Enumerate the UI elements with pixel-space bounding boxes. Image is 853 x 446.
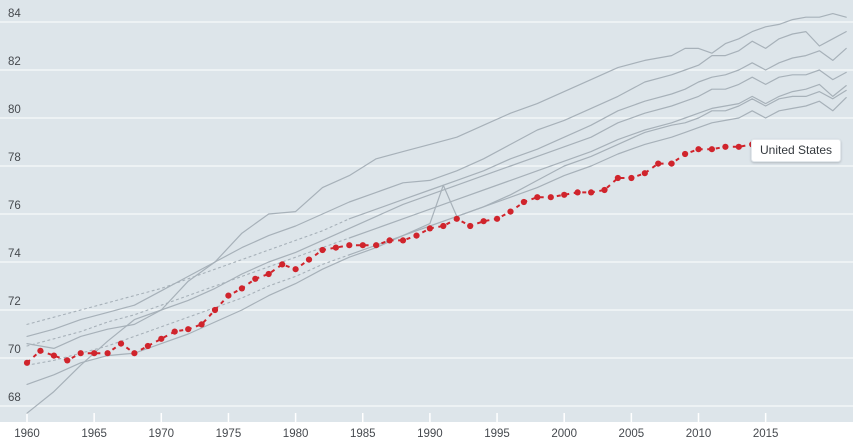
us-data-point-1988 (399, 237, 407, 244)
us-data-point-1984 (346, 242, 353, 249)
series-line-comparison-7 (348, 97, 847, 256)
x-axis-label-2000: 2000 (551, 428, 577, 440)
y-axis-label-72: 72 (8, 296, 21, 308)
y-axis-label-76: 76 (8, 200, 21, 212)
us-data-point-1994 (480, 218, 487, 225)
us-data-point-2005 (628, 174, 635, 182)
us-data-point-1974 (211, 306, 219, 314)
us-data-point-1975 (225, 292, 232, 299)
us-data-point-1991 (440, 222, 447, 230)
united-states-series-label: United States (751, 139, 842, 162)
x-axis-label-1990: 1990 (417, 428, 443, 440)
us-data-point-2001 (574, 189, 581, 196)
us-data-point-1989 (413, 232, 420, 239)
us-data-point-1997 (520, 198, 528, 206)
us-data-point-1965 (91, 350, 98, 357)
series-line-comparison-4 (26, 69, 847, 349)
us-data-point-1998 (534, 194, 541, 201)
us-data-point-1980 (292, 266, 299, 273)
series-line-comparison-5-estimated (26, 237, 350, 347)
us-data-point-1969 (144, 342, 151, 350)
x-axis-label-1960: 1960 (14, 428, 40, 440)
x-axis-label-1975: 1975 (216, 428, 242, 440)
us-data-point-2004 (614, 174, 622, 182)
us-data-point-1967 (117, 340, 125, 347)
us-data-point-1964 (77, 350, 84, 357)
us-data-point-1987 (386, 237, 393, 244)
x-axis-label-1965: 1965 (81, 428, 107, 440)
us-data-point-1983 (332, 244, 339, 251)
x-axis-label-2005: 2005 (619, 428, 645, 440)
series-line-comparison-2 (26, 31, 847, 337)
us-data-point-1992 (453, 215, 460, 222)
us-data-point-1986 (373, 242, 380, 249)
us-data-point-1995 (494, 215, 501, 222)
y-axis-label-70: 70 (8, 344, 21, 356)
us-data-point-2011 (708, 146, 716, 153)
x-axis-label-1985: 1985 (350, 428, 376, 440)
us-data-point-1963 (64, 357, 71, 364)
us-data-point-1981 (305, 256, 313, 263)
series-line-comparison-3 (348, 47, 847, 220)
series-line-comparison-3-estimated (26, 218, 350, 325)
series-line-comparison-6 (26, 89, 847, 385)
y-axis-label-78: 78 (8, 152, 21, 164)
y-axis-label-84: 84 (8, 8, 21, 20)
us-data-point-1970 (158, 335, 165, 342)
us-data-point-2009 (682, 150, 689, 158)
series-line-comparison-5 (348, 83, 847, 239)
x-axis-label-1970: 1970 (149, 428, 175, 440)
y-axis-label-68: 68 (8, 392, 21, 404)
united-states-markers (23, 141, 836, 366)
x-axis-label-2010: 2010 (686, 428, 712, 440)
us-data-point-2008 (668, 160, 675, 167)
y-axis-label-74: 74 (8, 248, 21, 260)
us-data-point-2003 (601, 186, 608, 194)
us-data-point-2010 (695, 146, 702, 153)
y-axis-label-80: 80 (8, 104, 21, 116)
series-line-comparison-1 (26, 13, 847, 414)
x-axis-label-2015: 2015 (753, 428, 779, 440)
us-data-point-1961 (37, 347, 44, 354)
us-data-point-1971 (171, 328, 178, 335)
x-axis-label-1980: 1980 (283, 428, 309, 440)
us-data-point-1962 (50, 352, 58, 359)
us-data-point-1972 (185, 326, 192, 333)
us-data-point-1977 (252, 275, 259, 282)
us-data-point-1968 (131, 350, 138, 357)
us-data-point-2006 (641, 170, 648, 177)
us-data-point-2000 (561, 191, 568, 198)
us-data-point-1960 (23, 359, 31, 366)
us-data-point-1966 (104, 350, 111, 357)
us-data-point-1978 (265, 270, 272, 278)
us-data-point-2012 (722, 143, 729, 150)
us-data-point-2013 (735, 143, 742, 150)
y-axis-label-82: 82 (8, 56, 21, 68)
us-data-point-1973 (198, 321, 205, 328)
us-data-point-1979 (279, 261, 286, 268)
x-axis-label-1995: 1995 (484, 428, 510, 440)
us-data-point-1990 (426, 225, 433, 232)
us-data-point-2002 (588, 189, 595, 196)
us-data-point-1996 (507, 208, 514, 215)
us-data-point-2007 (655, 160, 662, 167)
us-data-point-1999 (547, 194, 554, 201)
us-data-point-1976 (238, 285, 245, 292)
us-data-point-1982 (319, 246, 326, 254)
us-data-point-1985 (359, 242, 366, 249)
us-data-point-1993 (467, 222, 474, 230)
